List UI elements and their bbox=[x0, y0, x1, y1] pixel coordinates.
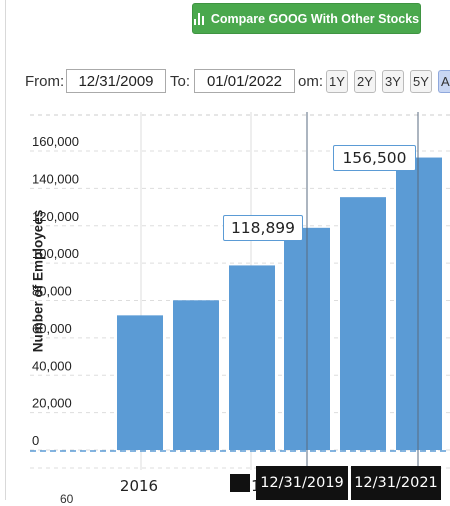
y-tick-label: 0 bbox=[32, 433, 39, 448]
bar-2016 bbox=[117, 315, 163, 450]
y-tick-label: 140,000 bbox=[32, 171, 79, 186]
y-tick-label: 100,000 bbox=[32, 246, 79, 261]
to-date-input[interactable]: 01/01/2022 bbox=[194, 69, 295, 93]
y-tick-label: 80,000 bbox=[32, 284, 72, 299]
page-left-border bbox=[5, 0, 6, 500]
bar-2018 bbox=[229, 265, 275, 450]
zoom-2y-button[interactable]: 2Y bbox=[354, 70, 376, 93]
secondary-axis-partial-label: 60 bbox=[60, 492, 74, 506]
tooltip-2019-value: 118,899 bbox=[230, 219, 296, 237]
x-tick-label-2016: 2016 bbox=[120, 477, 158, 495]
zoom-5y-button[interactable]: 5Y bbox=[410, 70, 432, 93]
compare-stocks-button[interactable]: Compare GOOG With Other Stocks bbox=[192, 3, 421, 34]
y-tick-label: 20,000 bbox=[32, 396, 72, 411]
bar-2021 bbox=[396, 157, 442, 450]
employees-bar-chart: 0 20,000 40,000 60,000 80,000 100,000 120,000 1… bbox=[30, 112, 450, 495]
zoom-3y-button[interactable]: 3Y bbox=[382, 70, 404, 93]
x-date-flag-2019: 12/31/2019 bbox=[256, 466, 348, 500]
to-label: To: bbox=[170, 73, 191, 90]
y-tick-label: 160,000 bbox=[32, 134, 79, 149]
bar-chart-icon bbox=[193, 12, 204, 25]
y-tick-label: 120,000 bbox=[32, 209, 79, 224]
zoom-1y-button[interactable]: 1Y bbox=[326, 70, 348, 93]
bar-2020 bbox=[340, 197, 386, 450]
tooltip-2021-value: 156,500 bbox=[342, 149, 407, 167]
from-label: From: bbox=[25, 73, 65, 90]
zoom-label: om: bbox=[298, 73, 324, 90]
tooltip-2021: 156,500 bbox=[333, 145, 416, 171]
zoom-all-button[interactable]: A bbox=[438, 70, 450, 93]
bar-2017 bbox=[173, 300, 219, 450]
x-date-flag-2021: 12/31/2021 bbox=[351, 466, 441, 500]
y-tick-label: 40,000 bbox=[32, 358, 72, 373]
y-tick-label: 60,000 bbox=[32, 321, 72, 336]
date-range-selector: From: 12/31/2009 To: 01/01/2022 om: 1Y 2… bbox=[0, 69, 450, 95]
compare-button-label: Compare GOOG With Other Stocks bbox=[210, 11, 420, 26]
x-label-marker-1 bbox=[230, 474, 250, 492]
tooltip-2019: 118,899 bbox=[223, 215, 303, 241]
from-date-input[interactable]: 12/31/2009 bbox=[66, 69, 166, 93]
